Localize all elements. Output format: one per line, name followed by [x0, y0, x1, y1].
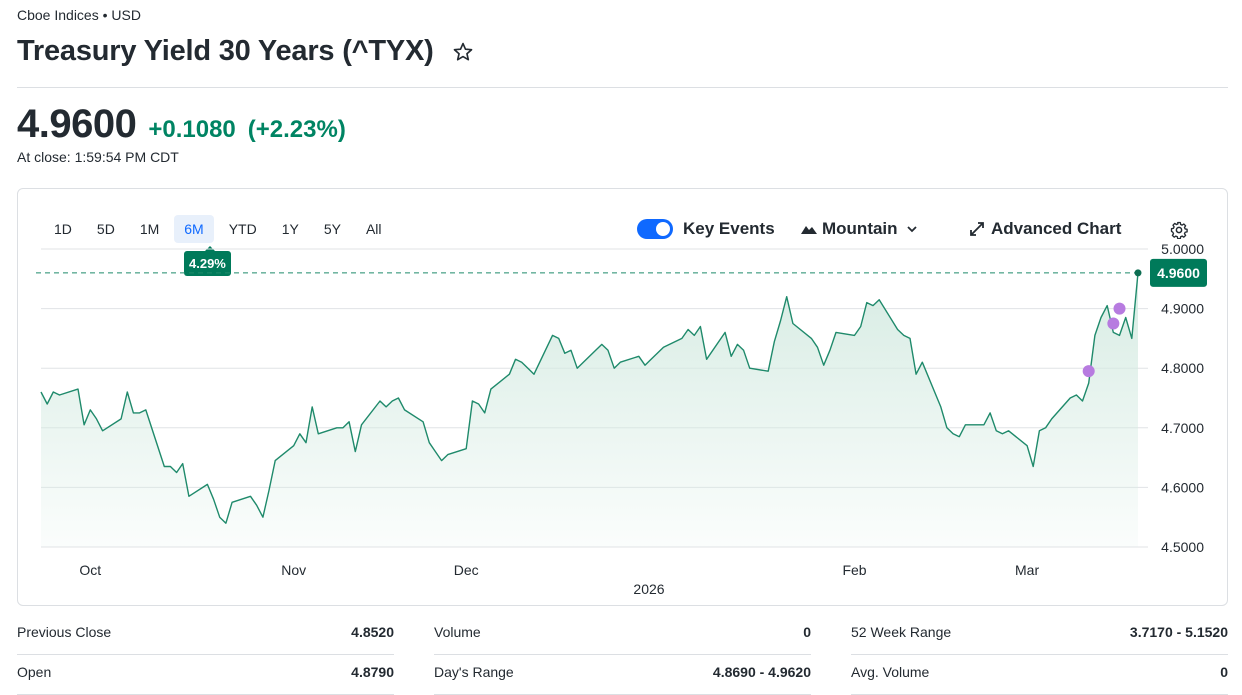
stat-52-week-range: 52 Week Range 3.7170 - 5.1520	[851, 615, 1228, 655]
y-tick-label: 4.7000	[1161, 420, 1204, 436]
current-price-label: 4.9600	[1157, 265, 1200, 281]
chart-type-dropdown[interactable]: Mountain	[801, 219, 918, 239]
quote-row: 4.9600 +0.1080 (+2.23%)	[17, 102, 346, 147]
y-tick-label: 4.8000	[1161, 360, 1204, 376]
stat-label: Open	[17, 664, 52, 680]
x-tick-label: Mar	[1015, 562, 1039, 578]
stat-value: 4.8790	[351, 664, 394, 680]
key-event-marker	[1113, 302, 1126, 315]
range-selector: 1D 5D 1M 6M YTD 1Y 5Y All	[44, 215, 397, 243]
price: 4.9600	[17, 102, 137, 146]
x-tick-label: Feb	[842, 562, 866, 578]
star-icon[interactable]	[452, 41, 474, 63]
range-change-badge: 4.29%	[184, 246, 231, 276]
range-ytd[interactable]: YTD	[228, 221, 257, 237]
page-title: Treasury Yield 30 Years (^TYX)	[17, 35, 434, 67]
year-label: 2026	[633, 581, 664, 597]
key-event-marker	[1107, 317, 1120, 330]
price-line	[40, 272, 1139, 524]
y-tick-label: 4.5000	[1161, 539, 1204, 555]
key-events-label[interactable]: Key Events	[683, 219, 775, 238]
last-price-dot	[1134, 269, 1142, 277]
stat-label: Volume	[434, 624, 481, 640]
x-tick-label: Dec	[454, 562, 479, 578]
range-1y[interactable]: 1Y	[281, 221, 299, 237]
stat-label: Previous Close	[17, 624, 112, 640]
chevron-down-icon	[906, 226, 917, 233]
range-6m[interactable]: 6M	[174, 215, 214, 243]
y-tick-label: 4.9000	[1161, 301, 1204, 317]
range-5d[interactable]: 5D	[96, 221, 115, 237]
toggle-knob	[656, 222, 670, 236]
gear-icon[interactable]	[1170, 221, 1188, 239]
key-events-toggle-group: Key Events	[637, 219, 775, 239]
key-events-toggle[interactable]	[637, 219, 673, 239]
chart-card: 1D 5D 1M 6M YTD 1Y 5Y All 4.29% Key Even…	[17, 188, 1228, 606]
stat-open: Open 4.8790	[17, 655, 394, 695]
stat-value: 3.7170 - 5.1520	[1129, 624, 1228, 640]
stat-label: Avg. Volume	[851, 664, 930, 680]
close-time: At close: 1:59:54 PM CDT	[17, 149, 179, 165]
price-change: +0.1080	[148, 116, 236, 143]
range-all[interactable]: All	[365, 221, 382, 237]
header-divider	[17, 87, 1228, 88]
range-1d[interactable]: 1D	[54, 221, 72, 237]
x-tick-label: Nov	[281, 562, 306, 578]
range-5y[interactable]: 5Y	[323, 221, 341, 237]
mountain-icon	[801, 226, 817, 234]
stat-previous-close: Previous Close 4.8520	[17, 615, 394, 655]
stat-value: 0	[803, 624, 811, 640]
chart-type-label: Mountain	[822, 219, 898, 238]
stat-value: 0	[1220, 664, 1228, 680]
range-1m[interactable]: 1M	[139, 221, 160, 237]
price-chart[interactable]: 5.0000 4.9000 4.8000 4.7000 4.6000 4.5000 Oct N…	[18, 189, 1227, 605]
expand-icon	[970, 222, 984, 236]
stat-value: 4.8520	[351, 624, 394, 640]
key-event-marker	[1082, 365, 1095, 378]
current-price-label-bg	[1150, 258, 1207, 287]
x-tick-label: Oct	[79, 562, 101, 578]
advanced-chart-button[interactable]: Advanced Chart	[969, 219, 1121, 239]
title-row: Treasury Yield 30 Years (^TYX)	[17, 35, 474, 68]
stat-label: 52 Week Range	[851, 624, 952, 640]
stat-days-range: Day's Range 4.8690 - 4.9620	[434, 655, 811, 695]
stat-volume: Volume 0	[434, 615, 811, 655]
advanced-chart-label: Advanced Chart	[991, 219, 1122, 238]
y-tick-label: 5.0000	[1161, 241, 1204, 257]
exchange-currency: Cboe Indices • USD	[17, 7, 141, 23]
stat-avg-volume: Avg. Volume 0	[851, 655, 1228, 695]
stat-label: Day's Range	[434, 664, 514, 680]
price-change-percent: (+2.23%)	[247, 116, 346, 143]
stat-value: 4.8690 - 4.9620	[712, 664, 811, 680]
price-area	[41, 272, 1138, 547]
y-tick-label: 4.6000	[1161, 479, 1204, 495]
